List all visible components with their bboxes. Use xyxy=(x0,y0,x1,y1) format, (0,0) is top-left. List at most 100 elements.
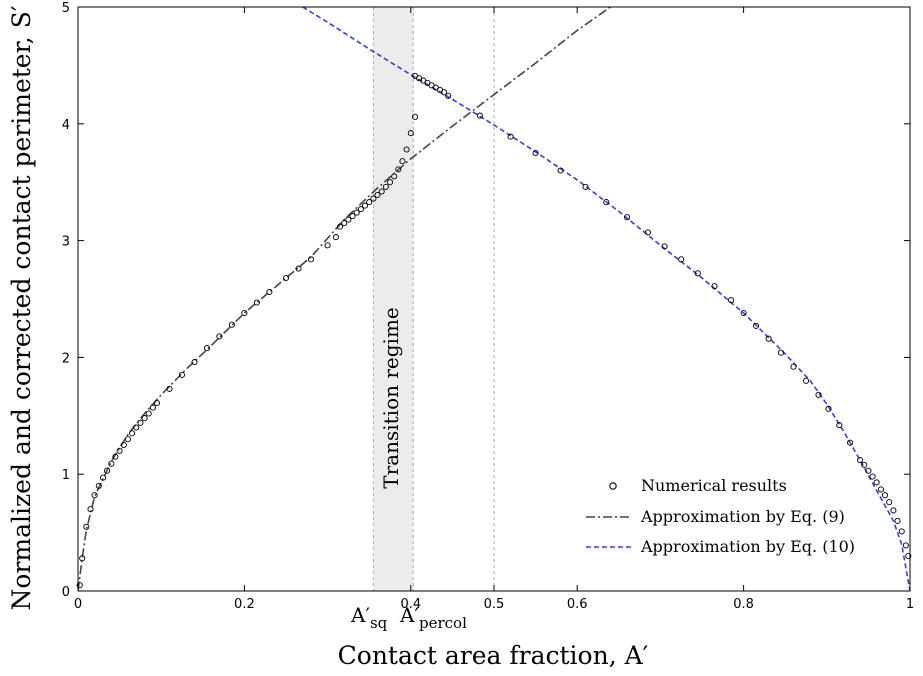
data-point-20 xyxy=(166,385,173,392)
data-point-78 xyxy=(777,349,785,356)
data-point-24 xyxy=(216,333,223,340)
data-point-51 xyxy=(407,130,414,137)
legend-marker-numerical xyxy=(609,482,617,490)
data-point-46 xyxy=(386,179,394,186)
svg-text:A′percol: A′percol xyxy=(399,603,467,632)
data-point-42 xyxy=(370,195,377,202)
data-point-15 xyxy=(137,419,144,426)
ticks-layer: 0 0.2 0.4 0.5 0.6 0.8 1 0 1 2 3 4 5 xyxy=(62,1,914,612)
a-sq-main: A′ xyxy=(350,603,370,627)
data-point-88 xyxy=(869,473,876,480)
data-point-70 xyxy=(661,243,668,250)
data-point-87 xyxy=(865,467,872,474)
data-point-35 xyxy=(341,220,348,227)
data-point-62 xyxy=(476,112,483,119)
data-point-95 xyxy=(898,528,905,535)
data-point-52 xyxy=(411,113,419,120)
legend: Numerical results Approximation by Eq. (… xyxy=(586,476,855,556)
data-point-81 xyxy=(815,391,822,398)
data-point-4 xyxy=(91,492,98,499)
svg-text:A′sq: A′sq xyxy=(350,603,388,632)
data-point-92 xyxy=(886,499,893,506)
data-point-1 xyxy=(79,555,86,562)
data-point-25 xyxy=(228,321,235,328)
legend-label-eq9: Approximation by Eq. (9) xyxy=(640,507,845,526)
data-point-21 xyxy=(178,371,186,378)
data-point-61 xyxy=(445,92,452,99)
data-point-36 xyxy=(345,216,352,223)
data-point-89 xyxy=(873,479,880,486)
a-percol-main: A′ xyxy=(399,603,419,627)
data-point-31 xyxy=(307,256,315,263)
data-point-74 xyxy=(728,297,735,304)
data-point-29 xyxy=(282,274,290,282)
data-point-30 xyxy=(295,265,302,272)
data-point-68 xyxy=(624,214,631,221)
data-point-17 xyxy=(145,410,152,417)
x-tick-label-4: 0.6 xyxy=(567,597,588,612)
data-point-72 xyxy=(694,270,701,277)
a-sq-sub: sq xyxy=(370,614,388,632)
x-tick-label-1: 0.2 xyxy=(234,597,255,612)
points-layer xyxy=(76,72,912,589)
data-point-91 xyxy=(881,492,889,499)
data-point-66 xyxy=(582,183,589,190)
data-point-47 xyxy=(391,173,398,180)
data-point-97 xyxy=(905,552,912,560)
data-point-26 xyxy=(241,309,248,317)
data-point-18 xyxy=(149,404,156,411)
data-point-63 xyxy=(507,133,514,140)
data-point-16 xyxy=(141,415,148,422)
a-percol-sub: percol xyxy=(419,614,467,632)
y-tick-label-1: 1 xyxy=(62,468,70,483)
data-point-6 xyxy=(99,474,107,481)
series-line-eq10 xyxy=(302,7,910,591)
data-point-73 xyxy=(711,283,718,290)
data-point-48 xyxy=(395,166,402,173)
x-axis-title: Contact area fraction, A′ xyxy=(338,641,649,670)
curves-layer xyxy=(78,7,910,591)
transition-regime-label: Transition regime xyxy=(379,307,403,488)
data-point-64 xyxy=(532,149,539,157)
data-point-27 xyxy=(253,299,260,306)
x-tick-label-6: 1 xyxy=(906,597,914,612)
data-point-9 xyxy=(112,453,119,460)
data-point-19 xyxy=(153,399,161,407)
data-point-44 xyxy=(378,188,385,195)
data-point-82 xyxy=(825,405,832,412)
data-point-37 xyxy=(349,213,356,220)
data-point-76 xyxy=(753,322,760,329)
data-point-93 xyxy=(890,507,897,514)
x-tick-label-2: 0.4 xyxy=(400,597,421,612)
data-point-3 xyxy=(87,506,94,513)
data-point-83 xyxy=(836,422,843,429)
data-point-8 xyxy=(108,460,115,467)
data-point-34 xyxy=(337,223,344,230)
data-point-23 xyxy=(203,345,211,352)
data-point-10 xyxy=(116,447,123,454)
data-point-85 xyxy=(857,457,864,464)
data-point-32 xyxy=(324,242,331,249)
y-tick-label-3: 3 xyxy=(62,235,70,250)
data-point-33 xyxy=(332,234,339,241)
y-tick-label-0: 0 xyxy=(62,585,70,600)
data-point-75 xyxy=(740,309,747,317)
data-point-86 xyxy=(861,461,868,468)
data-point-65 xyxy=(557,167,564,174)
data-point-90 xyxy=(877,486,884,493)
data-point-60 xyxy=(441,89,448,96)
transition-regime-layer xyxy=(372,7,495,591)
data-point-96 xyxy=(902,542,909,549)
data-point-50 xyxy=(403,146,410,153)
data-point-22 xyxy=(191,359,198,366)
data-point-41 xyxy=(366,199,373,206)
a-percol-annotation: A′percol xyxy=(399,603,467,632)
data-point-77 xyxy=(765,335,772,342)
data-point-49 xyxy=(399,158,406,165)
data-point-80 xyxy=(802,377,810,384)
legend-label-numerical: Numerical results xyxy=(641,476,787,495)
x-tick-label-0: 0 xyxy=(74,597,82,612)
x-tick-label-5: 0.8 xyxy=(733,597,754,612)
data-point-0 xyxy=(76,582,83,589)
data-point-79 xyxy=(790,363,797,370)
